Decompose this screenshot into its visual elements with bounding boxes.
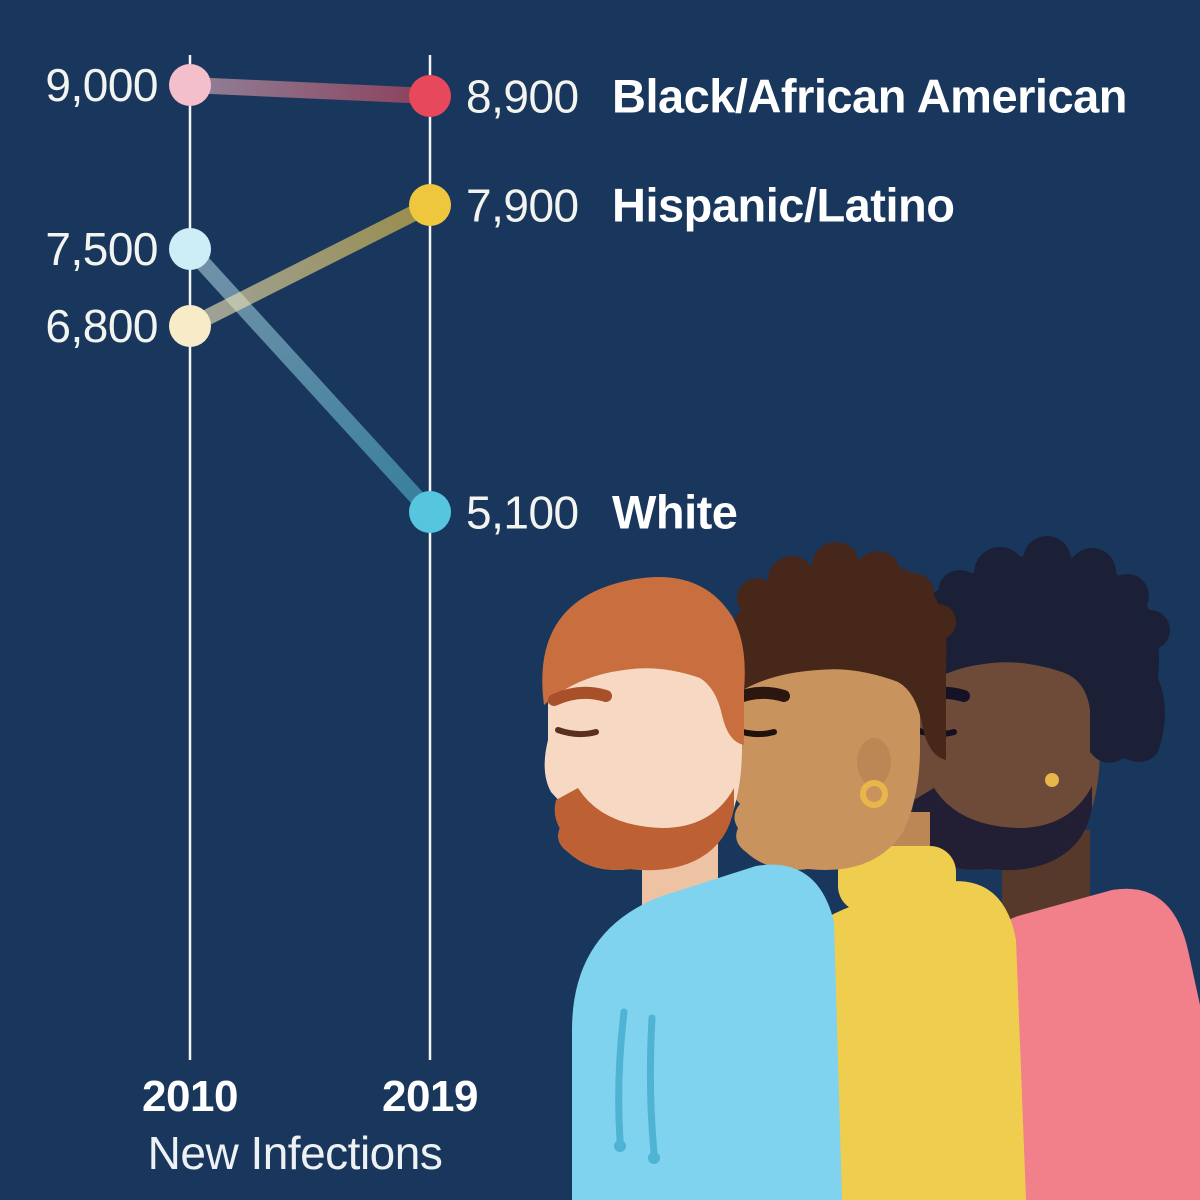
middle-man-hair-curl <box>737 578 777 618</box>
front-man-drawstring-tip <box>614 1140 626 1152</box>
back-man-earring <box>1045 773 1059 787</box>
back-man-beard <box>912 786 1092 871</box>
start-value-hispanic: 6,800 <box>45 300 158 352</box>
end-row-black: 8,900 Black/African American <box>466 73 1127 120</box>
x-axis-caption: New Infections <box>147 1127 443 1179</box>
middle-man-hair-curl <box>856 551 900 595</box>
start-value-black: 9,000 <box>45 59 158 111</box>
end-value-hispanic: 7,900 <box>466 179 579 231</box>
end-value-white: 5,100 <box>466 486 579 538</box>
end-row-hispanic: 7,900 Hispanic/Latino <box>466 178 955 232</box>
back-man-hair-curl <box>974 547 1026 599</box>
middle-man-hair <box>720 560 947 760</box>
dot-black-2019 <box>409 75 451 117</box>
dot-white-2010 <box>169 228 211 270</box>
front-man-hoodie <box>572 864 842 1200</box>
front-man-hair <box>542 576 745 745</box>
back-man-hair-curl <box>1130 610 1170 650</box>
series-name-black: Black/African American <box>612 69 1127 123</box>
back-man-hair-curl <box>938 570 982 614</box>
back-man-hair-curl <box>1068 548 1116 596</box>
middle-man-turtleneck-collar <box>838 846 956 912</box>
series-name-hispanic: Hispanic/Latino <box>612 178 955 232</box>
front-man-closed-eye <box>555 727 599 738</box>
front-man-beard <box>554 788 734 871</box>
middle-man-hair-curl <box>812 542 860 590</box>
slope-band-black <box>182 77 438 104</box>
front-man <box>542 576 842 1200</box>
dot-hispanic-2010 <box>169 305 211 347</box>
end-value-black: 8,900 <box>466 70 579 122</box>
front-man-eyebrow <box>548 686 612 706</box>
middle-man-hair-curl <box>894 573 934 613</box>
middle-man-hair-curl <box>920 604 956 640</box>
middle-man-hoop-earring <box>860 780 888 808</box>
front-man-hoodie-drawstring <box>615 1008 628 1144</box>
x-tick-2019: 2019 <box>382 1072 478 1121</box>
back-man-hair-curl <box>1105 574 1149 618</box>
back-man-hair-curl <box>1023 536 1071 584</box>
dot-black-2010 <box>169 64 211 106</box>
series-name-white: White <box>612 485 738 539</box>
end-row-white: 5,100 White <box>466 485 738 539</box>
middle-man-hair-curl <box>768 556 816 604</box>
slope-band-white <box>182 241 438 520</box>
front-man-hoodie-drawstring <box>646 1014 658 1156</box>
dot-hispanic-2019 <box>409 184 451 226</box>
x-tick-2010: 2010 <box>142 1072 238 1121</box>
slope-band-hispanic <box>182 197 438 334</box>
back-man <box>899 536 1200 1200</box>
front-man-drawstring-tip <box>648 1152 660 1164</box>
start-value-white: 7,500 <box>45 223 158 275</box>
dot-white-2019 <box>409 491 451 533</box>
middle-man-ear <box>857 738 891 786</box>
